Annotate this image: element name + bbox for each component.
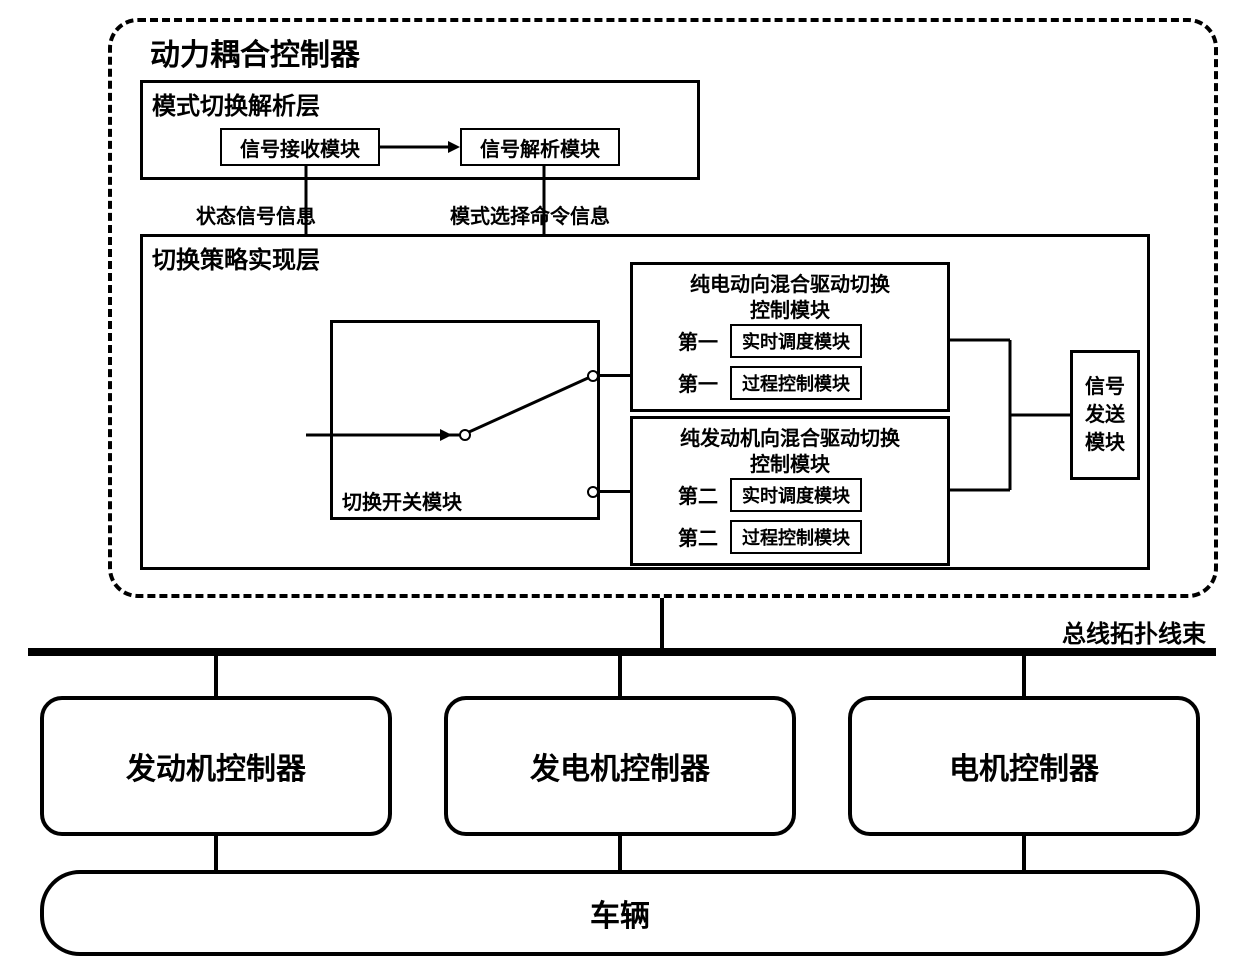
- drop-motor-vehicle: [1022, 836, 1026, 870]
- state-to-switch-h-icon: [306, 425, 366, 445]
- bus-label: 总线拓扑线束: [1062, 614, 1206, 649]
- vehicle-box: 车辆: [40, 870, 1200, 956]
- motor-controller-label: 电机控制器: [949, 744, 1099, 788]
- ev-to-hybrid-title-l1: 纯电动向混合驱动切换: [630, 268, 950, 297]
- ev-to-hybrid-title-l2: 控制模块: [630, 294, 950, 323]
- strategy-layer-title: 切换策略实现层: [152, 240, 320, 275]
- line-to-ev-module: [598, 374, 630, 377]
- engine-rt-sched: 实时调度模块: [730, 478, 862, 512]
- signal-receive-module: 信号接收模块: [220, 128, 380, 166]
- outer-title: 动力耦合控制器: [150, 30, 360, 74]
- switch-graphic: [330, 320, 600, 520]
- engine-proc-ctrl: 过程控制模块: [730, 520, 862, 554]
- generator-controller-label: 发电机控制器: [530, 744, 710, 788]
- ev-proc-ctrl: 过程控制模块: [730, 366, 862, 400]
- ev-rt-sched: 实时调度模块: [730, 324, 862, 358]
- drop-generator: [618, 656, 622, 696]
- vehicle-label: 车辆: [590, 891, 650, 935]
- engine-to-hybrid-title-l1: 纯发动机向混合驱动切换: [630, 422, 950, 451]
- drop-motor: [1022, 656, 1026, 696]
- line-ctrl-to-bus: [660, 598, 664, 648]
- engine-second-prefix-2: 第二: [678, 522, 718, 551]
- state-signal-label: 状态信号信息: [196, 200, 316, 229]
- signal-parse-label: 信号解析模块: [480, 133, 600, 162]
- signal-receive-label: 信号接收模块: [240, 133, 360, 162]
- line-to-engine-module: [598, 490, 630, 493]
- drop-engine: [214, 656, 218, 696]
- drop-engine-vehicle: [214, 836, 218, 870]
- motor-controller: 电机控制器: [848, 696, 1200, 836]
- arrow-recv-to-parse: [380, 128, 460, 166]
- mode-cmd-label: 模式选择命令信息: [450, 200, 610, 229]
- parse-layer-title: 模式切换解析层: [152, 86, 320, 121]
- signal-parse-module: 信号解析模块: [460, 128, 620, 166]
- engine-controller-label: 发动机控制器: [126, 744, 306, 788]
- signal-send-l1: 信号: [1085, 373, 1125, 401]
- signal-send-module: 信号 发送 模块: [1070, 350, 1140, 480]
- bus-line: [28, 648, 1216, 656]
- engine-to-hybrid-title-l2: 控制模块: [630, 448, 950, 477]
- ev-first-prefix-2: 第一: [678, 368, 718, 397]
- signal-send-l3: 模块: [1085, 429, 1125, 457]
- ev-first-prefix-1: 第一: [678, 326, 718, 355]
- generator-controller: 发电机控制器: [444, 696, 796, 836]
- merge-bracket-icon: [950, 335, 1080, 495]
- engine-second-prefix-1: 第二: [678, 480, 718, 509]
- signal-send-l2: 发送: [1085, 401, 1125, 429]
- engine-controller: 发动机控制器: [40, 696, 392, 836]
- drop-generator-vehicle: [618, 836, 622, 870]
